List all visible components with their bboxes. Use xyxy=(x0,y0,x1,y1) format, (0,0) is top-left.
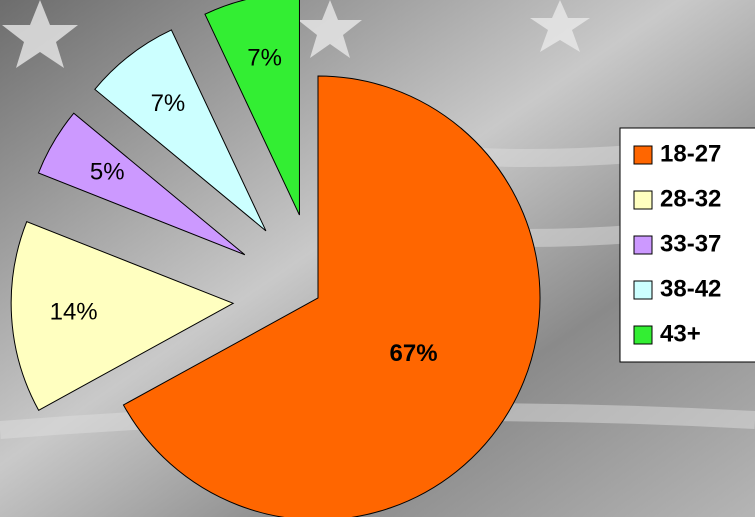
pie-slice xyxy=(204,0,300,216)
pie-slice xyxy=(122,75,541,517)
legend-label: 18-27 xyxy=(660,140,721,167)
data-label: 7% xyxy=(151,90,186,117)
legend-swatch xyxy=(633,235,653,255)
legend-label: 33-37 xyxy=(660,230,721,257)
data-label: 7% xyxy=(247,44,282,71)
legend-swatch xyxy=(633,145,653,165)
legend-swatch xyxy=(633,325,653,345)
legend-label: 28-32 xyxy=(660,185,721,212)
legend-label: 38-42 xyxy=(660,275,721,302)
data-label: 14% xyxy=(50,299,98,326)
pie-slice xyxy=(94,29,267,232)
stars xyxy=(2,0,590,68)
pie-slice xyxy=(10,220,235,411)
legend-label: 43+ xyxy=(660,320,701,347)
legend-swatch xyxy=(633,190,653,210)
data-label: 5% xyxy=(90,159,125,186)
pie-slice xyxy=(37,112,246,256)
legend-swatch xyxy=(633,280,653,300)
data-label: 67% xyxy=(390,340,438,367)
legend xyxy=(619,127,755,363)
